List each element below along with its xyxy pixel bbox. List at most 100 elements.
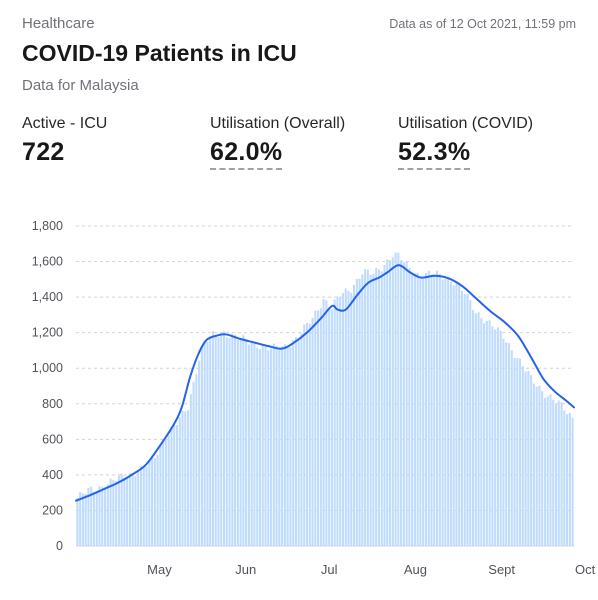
y-tick-label: 200: [42, 503, 63, 517]
bar: [236, 339, 239, 546]
bar: [117, 475, 120, 546]
bar: [300, 333, 303, 546]
bar: [319, 308, 322, 546]
bar: [294, 336, 297, 546]
bar: [258, 349, 262, 546]
bar: [341, 293, 345, 546]
bar: [485, 320, 488, 546]
bar: [90, 486, 93, 546]
bar: [281, 346, 284, 546]
bar: [336, 296, 339, 546]
bar: [361, 274, 364, 546]
bar: [494, 329, 497, 546]
trend-line: [75, 264, 575, 502]
bar: [134, 476, 137, 546]
bar: [87, 487, 90, 546]
bar: [383, 264, 386, 546]
x-tick-label: Jul: [321, 562, 338, 577]
bar: [156, 454, 159, 546]
bar: [510, 350, 513, 546]
bar: [184, 411, 187, 546]
stat-value-tooltip-trigger[interactable]: 52.3%: [398, 138, 471, 170]
bar: [519, 358, 522, 546]
bar: [275, 345, 278, 546]
stat-label: Utilisation (COVID): [398, 115, 534, 132]
stat-active-icu: Active - ICU 722: [22, 115, 107, 167]
bar: [391, 257, 394, 546]
bar: [405, 261, 408, 546]
bar: [256, 347, 259, 546]
bar: [311, 317, 314, 546]
bar: [449, 281, 452, 546]
bar: [159, 445, 162, 546]
stat-value: 722: [22, 138, 65, 166]
page-subtitle: Data for Malaysia: [22, 77, 139, 94]
bar: [444, 278, 447, 546]
stat-utilisation-overall[interactable]: Utilisation (Overall) 62.0%: [210, 115, 345, 170]
bar: [566, 414, 569, 546]
bar: [535, 386, 538, 546]
bar: [532, 383, 535, 546]
bar: [192, 381, 195, 546]
stat-utilisation-covid[interactable]: Utilisation (COVID) 52.3%: [398, 115, 533, 170]
bar: [397, 252, 400, 546]
bar: [541, 391, 544, 546]
bar: [106, 484, 109, 546]
bar: [151, 455, 154, 546]
bar: [234, 334, 237, 546]
bar: [546, 396, 549, 546]
bar: [480, 318, 483, 546]
bar: [353, 284, 356, 546]
bar: [530, 375, 533, 546]
bar: [355, 278, 358, 546]
y-tick-label: 0: [56, 539, 63, 553]
bar: [272, 343, 275, 546]
bar: [214, 334, 217, 546]
icu-chart[interactable]: 0 200 400 600 800 1,000 1,200 1,400 1,600 1,800 M…: [0, 200, 598, 600]
bar: [521, 366, 524, 546]
bar: [350, 292, 353, 546]
bar: [198, 360, 201, 546]
stat-label: Active - ICU: [22, 115, 108, 132]
bar: [322, 299, 325, 546]
bar: [178, 417, 181, 546]
y-tick-label: 600: [42, 432, 63, 446]
x-tick-label: Jun: [235, 562, 256, 577]
bar: [380, 271, 383, 546]
bar: [137, 472, 140, 546]
stat-value-tooltip-trigger[interactable]: 62.0%: [210, 138, 283, 170]
bar: [245, 340, 248, 546]
bar: [81, 493, 84, 546]
bar: [162, 440, 165, 546]
y-tick-label: 1,600: [32, 255, 63, 269]
bar: [228, 338, 231, 546]
bar: [424, 272, 428, 546]
bar: [474, 313, 477, 546]
bar: [344, 288, 347, 546]
bar: [153, 458, 156, 546]
bar: [452, 285, 455, 546]
bar: [104, 489, 107, 546]
bar: [314, 310, 317, 546]
bar: [366, 269, 369, 546]
bar: [430, 274, 433, 546]
bar: [416, 272, 419, 546]
bar: [411, 274, 414, 546]
bar: [455, 282, 458, 546]
bar: [189, 394, 192, 546]
bar: [441, 279, 444, 546]
x-axis-ticks: May Jun Jul Aug Sept Oct: [147, 562, 595, 577]
bar: [552, 399, 555, 546]
bar: [513, 358, 516, 546]
bar: [568, 413, 571, 546]
bar: [305, 322, 309, 546]
bar: [516, 358, 519, 546]
bar: [364, 269, 367, 546]
bar: [222, 331, 226, 546]
bar: [123, 478, 126, 546]
bar: [242, 335, 245, 546]
bar: [408, 268, 411, 546]
bar: [267, 350, 270, 546]
bar: [247, 344, 250, 546]
bar: [200, 347, 203, 546]
